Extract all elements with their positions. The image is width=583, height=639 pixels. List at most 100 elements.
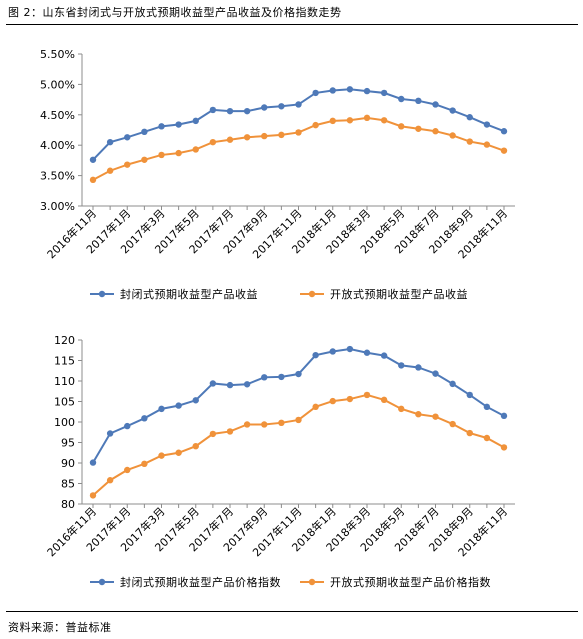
data-point (226, 136, 234, 143)
data-point (106, 138, 114, 146)
data-point (209, 430, 217, 438)
y-tick-label: 90 (61, 457, 75, 470)
data-point (483, 141, 491, 148)
data-point (295, 101, 302, 108)
data-point (89, 176, 97, 184)
data-point (449, 420, 456, 428)
data-point (158, 452, 165, 459)
data-point (141, 460, 148, 468)
data-point (466, 429, 473, 437)
y-tick-label: 100 (54, 416, 75, 429)
data-point (363, 114, 371, 122)
y-tick-label: 4.50% (40, 109, 75, 122)
data-point (380, 117, 388, 124)
data-point (415, 125, 422, 132)
bottom-rule (6, 611, 578, 612)
data-point (106, 477, 114, 484)
data-point (158, 123, 165, 130)
data-point (346, 395, 354, 403)
data-point (192, 442, 199, 450)
legend-marker-1 (98, 578, 106, 586)
data-point (380, 352, 388, 359)
y-tick-label: 5.50% (40, 48, 75, 61)
data-point (175, 402, 182, 409)
data-point (432, 128, 439, 135)
data-point (346, 345, 354, 353)
data-point (312, 89, 319, 97)
data-point (363, 391, 371, 399)
series-line-2 (92, 116, 505, 181)
data-point (398, 362, 405, 369)
data-point (89, 156, 97, 163)
data-point (124, 134, 131, 141)
legend-marker-1 (98, 290, 106, 298)
data-point (261, 104, 268, 111)
series-line-2 (92, 393, 505, 497)
y-tick-label: 105 (54, 396, 75, 409)
data-point (432, 370, 439, 377)
data-point (261, 374, 268, 381)
data-point (192, 117, 199, 125)
data-point (415, 97, 422, 105)
data-point (261, 421, 268, 428)
y-tick-label: 110 (54, 375, 75, 388)
data-point (500, 412, 508, 420)
data-point (209, 380, 217, 387)
y-tick-label: 95 (61, 437, 75, 450)
data-point (158, 151, 165, 159)
y-tick-label: 120 (54, 334, 75, 347)
data-point (398, 405, 405, 413)
data-point (278, 103, 285, 110)
data-point (449, 107, 456, 114)
legend-label-1: 封闭式预期收益型产品收益 (120, 287, 258, 301)
data-point (192, 146, 199, 153)
data-point (175, 121, 182, 128)
y-tick-label: 5.00% (40, 78, 75, 91)
data-point (312, 121, 319, 129)
data-point (124, 161, 131, 168)
data-point (329, 348, 336, 355)
data-point (363, 349, 371, 356)
data-point (141, 128, 148, 136)
legend-label-1: 封闭式预期收益型产品价格指数 (120, 575, 281, 589)
data-point (158, 405, 165, 413)
data-point (346, 117, 354, 124)
data-point (363, 87, 371, 95)
data-point (346, 86, 354, 93)
data-point (483, 434, 491, 442)
data-point (141, 156, 148, 163)
data-point (243, 107, 251, 115)
yield-line-chart: 3.00%3.50%4.00%4.50%5.00%5.50%2016年11月20… (40, 48, 515, 301)
data-point (380, 89, 388, 97)
data-point (415, 411, 422, 418)
source-note: 资料来源：普益标准 (8, 621, 112, 634)
data-point (278, 419, 285, 427)
data-point (295, 129, 302, 136)
y-tick-label: 3.50% (40, 170, 75, 183)
data-point (209, 106, 217, 114)
data-point (483, 403, 491, 411)
data-point (278, 373, 285, 381)
data-point (243, 134, 251, 141)
data-point (380, 396, 388, 404)
data-point (500, 128, 508, 135)
data-point (398, 123, 405, 130)
data-point (89, 459, 97, 466)
data-point (226, 107, 234, 115)
series-line-1 (92, 348, 505, 464)
data-point (483, 121, 491, 128)
data-point (261, 132, 268, 140)
y-tick-label: 4.00% (40, 139, 75, 152)
data-point (192, 397, 199, 404)
data-point (106, 167, 114, 174)
y-tick-label: 3.00% (40, 200, 75, 213)
data-point (243, 381, 251, 388)
top-rule (6, 24, 578, 25)
legend-label-2: 开放式预期收益型产品价格指数 (330, 575, 491, 589)
y-tick-label: 80 (61, 498, 75, 511)
data-point (329, 117, 336, 125)
data-point (466, 114, 473, 121)
data-point (243, 421, 251, 428)
data-point (500, 147, 508, 154)
data-point (295, 416, 302, 424)
